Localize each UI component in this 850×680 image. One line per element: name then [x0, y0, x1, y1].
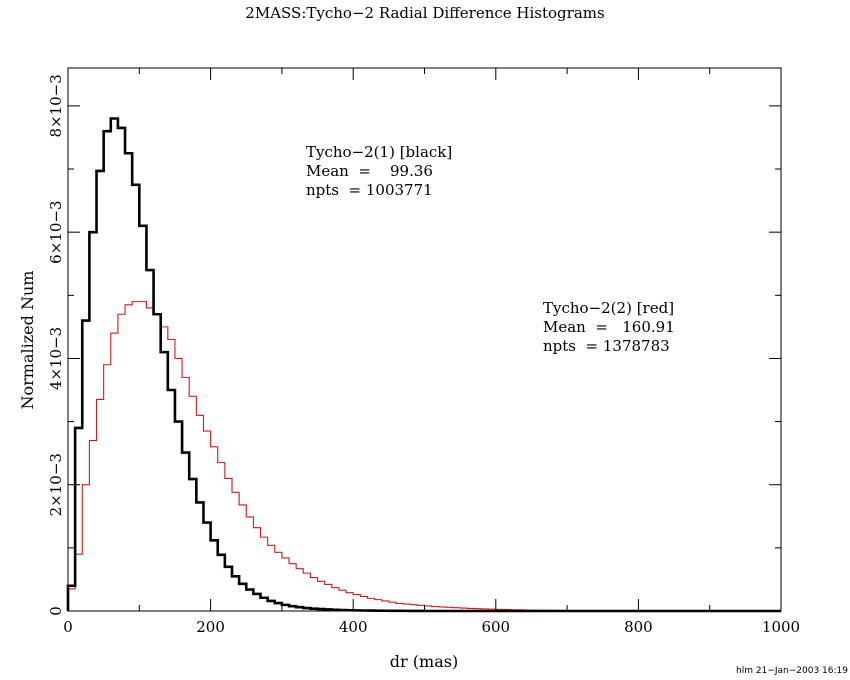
x-axis-label: dr (mas): [390, 652, 458, 671]
annotation-black-name: Tycho−2(1) [black]: [306, 143, 452, 161]
axes: 0 200 400 600 800 1000 0 2×10−3 4×10−3 6×10−3 8×10…: [47, 67, 800, 636]
annotation-red-npts: npts = 1378783: [543, 337, 670, 355]
y-tick-label: 0: [47, 606, 65, 616]
x-tick-label: 0: [63, 618, 73, 636]
annotation-black-mean: Mean = 99.36: [306, 162, 433, 180]
y-tick-label: 8×10−3: [47, 74, 65, 137]
annotation-black-npts: npts = 1003771: [306, 181, 433, 199]
series-red-histogram: [67, 301, 781, 612]
x-tick-label: 800: [624, 618, 653, 636]
x-tick-label: 1000: [762, 618, 800, 636]
x-tick-label: 200: [196, 618, 225, 636]
annotation-black-series: Tycho−2(1) [black] Mean = 99.36 npts = 1…: [306, 143, 452, 199]
annotation-red-series: Tycho−2(2) [red] Mean = 160.91 npts = 13…: [543, 299, 675, 355]
y-tick-label: 6×10−3: [47, 201, 65, 264]
timestamp-footer: hlm 21−Jan−2003 16:19: [736, 666, 848, 676]
annotation-red-name: Tycho−2(2) [red]: [543, 299, 674, 317]
x-tick-label: 400: [339, 618, 368, 636]
y-tick-label: 4×10−3: [47, 327, 65, 390]
x-tick-label: 600: [481, 618, 510, 636]
annotation-red-mean: Mean = 160.91: [543, 318, 675, 336]
chart-title: 2MASS:Tycho−2 Radial Difference Histogra…: [245, 4, 604, 22]
y-axis-label: Normalized Num: [18, 271, 37, 410]
y-tick-label: 2×10−3: [47, 453, 65, 516]
